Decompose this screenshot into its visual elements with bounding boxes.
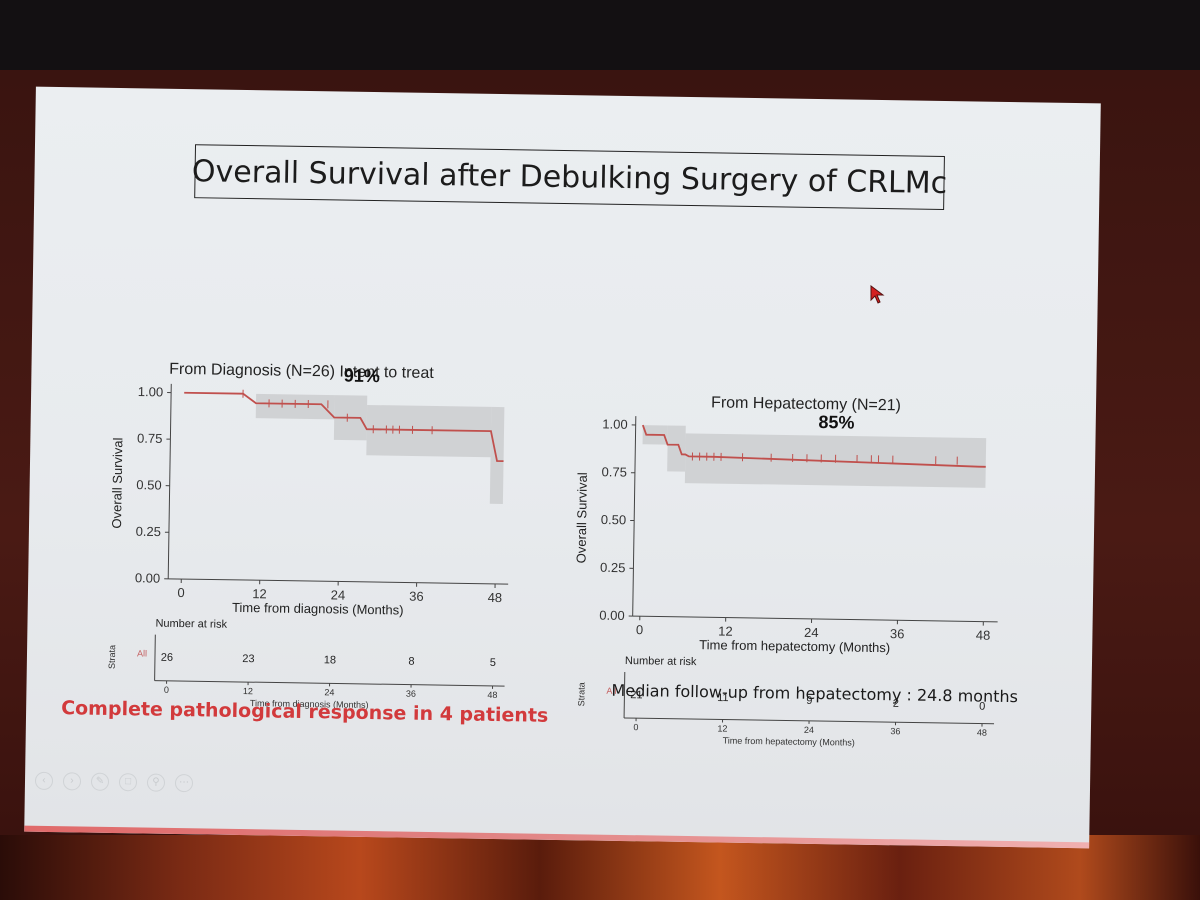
survival-percent-annotation: 85% bbox=[818, 412, 854, 433]
risk-y-axis-label: Strata bbox=[107, 645, 117, 669]
room-ceiling bbox=[0, 0, 1200, 70]
slides-icon[interactable]: □ bbox=[118, 773, 138, 792]
y-tick-label: 0.75 bbox=[602, 464, 628, 479]
strata-label: All bbox=[137, 648, 147, 658]
forward-icon[interactable]: › bbox=[62, 772, 82, 791]
back-icon[interactable]: ‹ bbox=[34, 771, 54, 791]
ci-band-segment bbox=[489, 406, 505, 504]
x-tick-label: 24 bbox=[804, 625, 819, 640]
risk-x-tick-label: 12 bbox=[243, 686, 253, 696]
risk-y-axis-label: Strata bbox=[576, 682, 586, 706]
risk-number: 2 bbox=[893, 698, 899, 710]
risk-number: 9 bbox=[806, 695, 812, 707]
survival-percent-annotation: 91% bbox=[344, 366, 380, 387]
risk-x-tick-label: 48 bbox=[977, 728, 987, 738]
pathological-response-text: Complete pathological response in 4 pati… bbox=[60, 697, 549, 727]
x-tick-label: 0 bbox=[177, 585, 184, 600]
chart-title: From Diagnosis (N=26) Intent to treat bbox=[169, 361, 434, 382]
risk-x-tick-label: 24 bbox=[324, 687, 334, 697]
x-tick-label: 12 bbox=[718, 623, 733, 638]
y-axis-label: Overall Survival bbox=[573, 472, 589, 563]
median-followup-text: Median follow-up from hepatectomy : 24.8… bbox=[611, 680, 1019, 707]
risk-number: 5 bbox=[490, 657, 496, 669]
x-axis bbox=[632, 615, 998, 623]
km-chart-diagnosis-svg: From Diagnosis (N=26) Intent to treat 0.0… bbox=[107, 361, 509, 710]
chart-title: From Hepatectomy (N=21) bbox=[711, 394, 901, 414]
km-plot-diagnosis: From Diagnosis (N=26) Intent to treat 0.0… bbox=[68, 247, 534, 710]
y-tick-label: 0.50 bbox=[136, 477, 162, 492]
y-tick-label: 1.00 bbox=[138, 384, 164, 399]
y-axis bbox=[632, 416, 637, 617]
mouse-pointer-icon bbox=[870, 285, 885, 304]
y-tick-label: 0.50 bbox=[601, 512, 627, 527]
risk-x-tick-label: 0 bbox=[164, 685, 169, 695]
risk-x-tick-label: 24 bbox=[804, 725, 814, 735]
km-plot-hepatectomy: From Hepatectomy (N=21) 0.00 0.25 0.50 0.75 1… bbox=[537, 280, 1013, 748]
slideshow-toolbar: ‹ › ✎ □ ⚲ ⋯ bbox=[34, 771, 194, 793]
y-tick-label: 1.00 bbox=[602, 416, 628, 431]
y-tick-label: 0.00 bbox=[135, 570, 161, 585]
x-axis-label: Time from diagnosis (Months) bbox=[232, 600, 404, 618]
y-tick-label: 0.25 bbox=[600, 560, 626, 575]
x-tick-label: 0 bbox=[636, 622, 643, 637]
zoom-icon[interactable]: ⚲ bbox=[146, 773, 166, 792]
x-axis bbox=[168, 578, 509, 585]
y-tick-label: 0.25 bbox=[136, 524, 162, 539]
risk-number: 18 bbox=[324, 654, 336, 666]
risk-x-tick-label: 48 bbox=[487, 690, 497, 700]
strata-label: All bbox=[606, 686, 616, 696]
risk-table-title: Number at risk bbox=[155, 618, 227, 631]
more-icon[interactable]: ⋯ bbox=[174, 773, 194, 793]
risk-x-tick-label: 12 bbox=[717, 723, 727, 733]
risk-number: 0 bbox=[979, 701, 985, 713]
x-tick-label: 36 bbox=[409, 589, 424, 604]
survival-curve bbox=[641, 424, 986, 468]
presentation-slide: Overall Survival after Debulking Surgery… bbox=[24, 86, 1101, 849]
km-chart-hepatectomy-svg: From Hepatectomy (N=21) 0.00 0.25 0.50 0.75 1… bbox=[573, 394, 998, 748]
x-tick-label: 48 bbox=[488, 590, 503, 605]
risk-x-tick-label: 0 bbox=[633, 722, 638, 732]
x-tick-label: 36 bbox=[890, 626, 905, 641]
risk-number: 21 bbox=[630, 689, 642, 701]
risk-table-title: Number at risk bbox=[625, 655, 697, 668]
risk-x-axis-label: Time from diagnosis (Months) bbox=[250, 698, 369, 710]
y-axis-label: Overall Survival bbox=[109, 437, 125, 528]
y-tick-label: 0.75 bbox=[137, 431, 163, 446]
x-tick-label: 12 bbox=[252, 586, 267, 601]
risk-number: 8 bbox=[408, 656, 414, 668]
ci-band-segment bbox=[667, 425, 686, 472]
ci-band-segment bbox=[366, 404, 492, 458]
risk-x-tick-label: 36 bbox=[890, 726, 900, 736]
x-tick-label: 24 bbox=[331, 587, 346, 602]
risk-x-tick-label: 36 bbox=[406, 689, 416, 699]
y-axis bbox=[167, 383, 172, 579]
risk-y-axis bbox=[154, 634, 156, 681]
slide-title: Overall Survival after Debulking Surgery… bbox=[191, 153, 948, 201]
risk-x-axis-label: Time from hepatectomy (Months) bbox=[723, 736, 855, 748]
slide-title-box: Overall Survival after Debulking Surgery… bbox=[191, 144, 948, 210]
risk-number: 23 bbox=[242, 653, 254, 665]
risk-y-axis bbox=[623, 671, 626, 719]
x-axis-label: Time from hepatectomy (Months) bbox=[699, 637, 890, 655]
y-tick-label: 0.00 bbox=[599, 608, 625, 623]
risk-number: 26 bbox=[161, 652, 173, 664]
risk-number: 11 bbox=[717, 692, 729, 704]
x-tick-label: 48 bbox=[976, 628, 991, 643]
pen-icon[interactable]: ✎ bbox=[90, 772, 110, 791]
